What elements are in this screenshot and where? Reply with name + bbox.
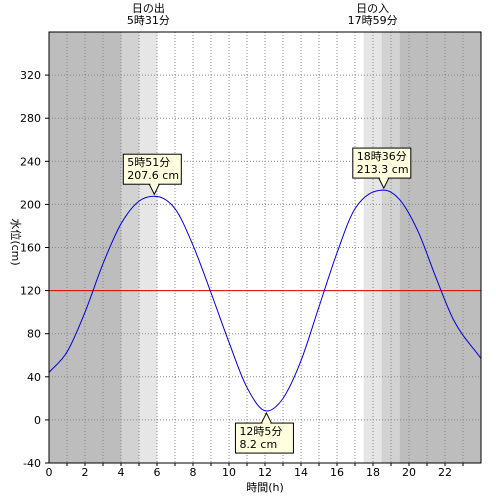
x-tick-label: 16 xyxy=(330,466,344,479)
callout-time: 5時51分 xyxy=(127,156,170,169)
x-tick-label: 2 xyxy=(82,466,89,479)
x-axis-ticks: 0 2 4 6 8 10 12 14 16 18 20 22 xyxy=(46,463,464,479)
sunset-time: 17時59分 xyxy=(348,14,398,27)
y-axis-label: 水位(cm) xyxy=(9,218,23,265)
x-tick-label: 4 xyxy=(118,466,125,479)
x-tick-label: 22 xyxy=(438,466,452,479)
daylight-shading xyxy=(49,32,481,463)
y-tick-label: 200 xyxy=(20,198,41,211)
x-tick-label: 18 xyxy=(366,466,380,479)
x-axis-label: 時間(h) xyxy=(246,481,284,494)
callout-value: 207.6 cm xyxy=(127,169,179,182)
x-tick-label: 8 xyxy=(190,466,197,479)
callout-time: 12時5分 xyxy=(239,425,282,438)
callout-value: 8.2 cm xyxy=(239,438,277,451)
sunrise-label: 日の出 xyxy=(132,1,165,15)
y-axis-ticks: -40 0 40 80 120 160 200 240 280 320 xyxy=(20,69,49,470)
tide-curve-line xyxy=(48,189,482,412)
y-tick-label: -40 xyxy=(23,457,41,470)
y-tick-label: 80 xyxy=(27,328,41,341)
twilight-band-evening-2 xyxy=(381,32,400,463)
grid-lines xyxy=(49,32,481,463)
callout-box xyxy=(234,422,294,454)
callout-box xyxy=(122,153,182,185)
callout-value: 213.3 cm xyxy=(357,163,409,176)
sunset-label: 日の入 xyxy=(356,2,389,15)
twilight-band-evening-1 xyxy=(363,32,382,463)
callout-box xyxy=(352,147,412,179)
x-tick-label: 0 xyxy=(46,466,53,479)
y-tick-label: 120 xyxy=(20,285,41,298)
x-tick-label: 14 xyxy=(294,466,308,479)
y-tick-label: 280 xyxy=(20,112,41,125)
day-band xyxy=(157,32,364,463)
y-tick-label: 240 xyxy=(20,155,41,168)
x-tick-label: 6 xyxy=(154,466,161,479)
y-tick-label: 40 xyxy=(27,371,41,384)
sunrise-time: 5時31分 xyxy=(127,14,170,27)
callout-time: 18時36分 xyxy=(357,150,407,163)
y-tick-label: 0 xyxy=(34,414,41,427)
y-tick-label: 320 xyxy=(20,69,41,82)
night-band-evening xyxy=(399,32,481,463)
x-tick-label: 10 xyxy=(222,466,236,479)
x-tick-label: 20 xyxy=(402,466,416,479)
y-tick-label: 160 xyxy=(20,242,41,255)
x-tick-label: 12 xyxy=(258,466,272,479)
